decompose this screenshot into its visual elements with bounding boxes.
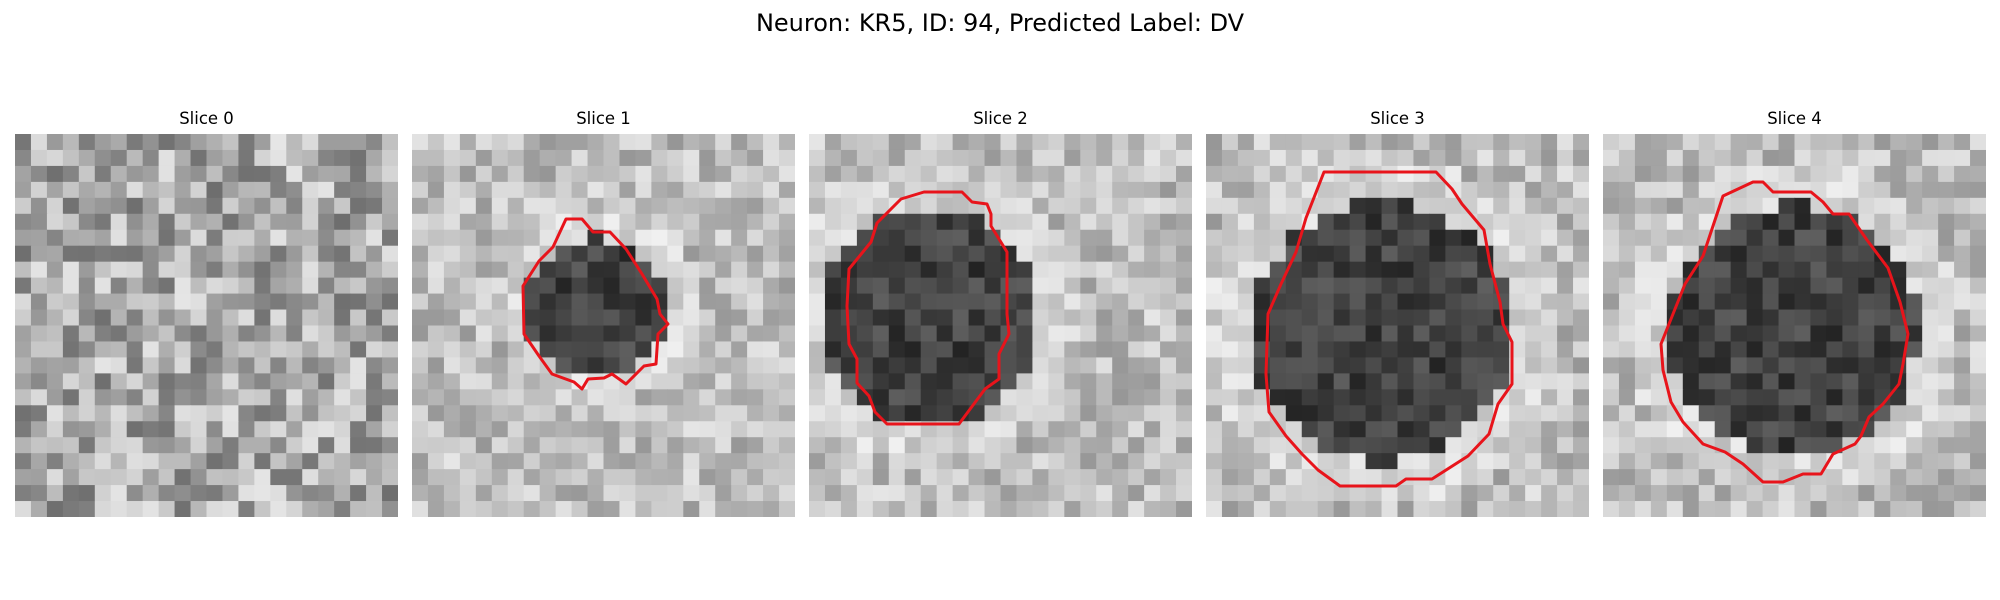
- segmentation-contour: [1659, 180, 1910, 484]
- slice-title: Slice 3: [1370, 109, 1425, 128]
- slice-image: [1603, 134, 1986, 517]
- slice-title: Slice 1: [576, 109, 631, 128]
- slice-title: Slice 4: [1767, 109, 1822, 128]
- segmentation-contour: [521, 217, 670, 391]
- slice-panel-3: Slice 3: [1206, 108, 1589, 517]
- slice-panel-4: Slice 4: [1603, 108, 1986, 517]
- slice-title: Slice 2: [973, 109, 1028, 128]
- segmentation-contour: [845, 190, 1011, 426]
- segmentation-contour: [1264, 170, 1514, 488]
- slice-image: [15, 134, 398, 517]
- slice-image: [809, 134, 1192, 517]
- slice-panel-0: Slice 0: [15, 108, 398, 517]
- slice-image: [1206, 134, 1589, 517]
- slice-image: [412, 134, 795, 517]
- figure-title: Neuron: KR5, ID: 94, Predicted Label: DV: [755, 9, 1245, 37]
- slice-panel-2: Slice 2: [809, 108, 1192, 517]
- slice-title: Slice 0: [179, 109, 234, 128]
- slice-panel-1: Slice 1: [412, 108, 795, 517]
